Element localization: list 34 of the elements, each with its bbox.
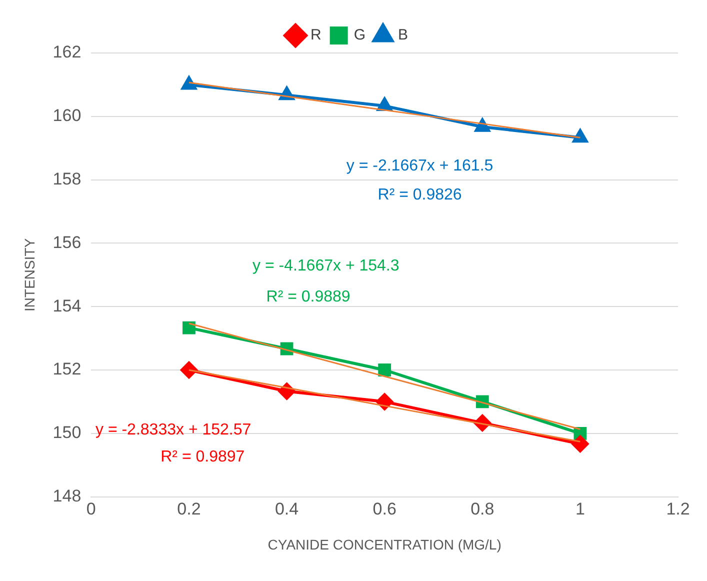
x-tick-label: 0 (86, 500, 96, 519)
y-axis-title: INTENSITY (21, 238, 38, 312)
annotation: R² = 0.9897 (160, 448, 245, 466)
point (377, 97, 392, 111)
point (180, 362, 198, 378)
annotation: y = -2.1667x + 161.5 (346, 158, 494, 175)
point (572, 129, 588, 143)
legend-label: B (398, 26, 408, 44)
annotation: R² = 0.9889 (266, 288, 350, 306)
x-tick-label: 0.2 (177, 500, 201, 519)
y-tick-label: 148 (52, 486, 82, 506)
x-tick-label: 0.8 (470, 500, 494, 519)
y-tick-label: 158 (52, 169, 82, 188)
legend-label: G (354, 26, 366, 44)
annotation: y = -4.1667x + 154.3 (252, 257, 400, 274)
x-tick-label: 1 (575, 500, 585, 519)
annotation: R² = 0.9826 (378, 186, 462, 204)
point (572, 435, 589, 452)
x-tick-label: 0.4 (274, 500, 299, 519)
y-tick-label: 154 (52, 296, 82, 316)
x-axis-title: CYANIDE CONCENTRATION (MG/L) (268, 536, 502, 552)
y-tick-label: 156 (52, 232, 82, 252)
point (378, 364, 392, 376)
annotation: y = -2.8333x + 152.57 (95, 422, 252, 439)
point (182, 321, 196, 334)
y-tick-label: 152 (52, 360, 82, 379)
y-tick-label: 162 (52, 42, 82, 62)
legend-label: R (310, 26, 322, 44)
x-tick-label: 0.6 (372, 500, 396, 519)
point (181, 76, 197, 90)
x-tick-label: 1.2 (666, 500, 690, 519)
y-tick-label: 160 (52, 106, 82, 126)
point (376, 393, 394, 410)
y-tick-label: 150 (52, 423, 82, 442)
